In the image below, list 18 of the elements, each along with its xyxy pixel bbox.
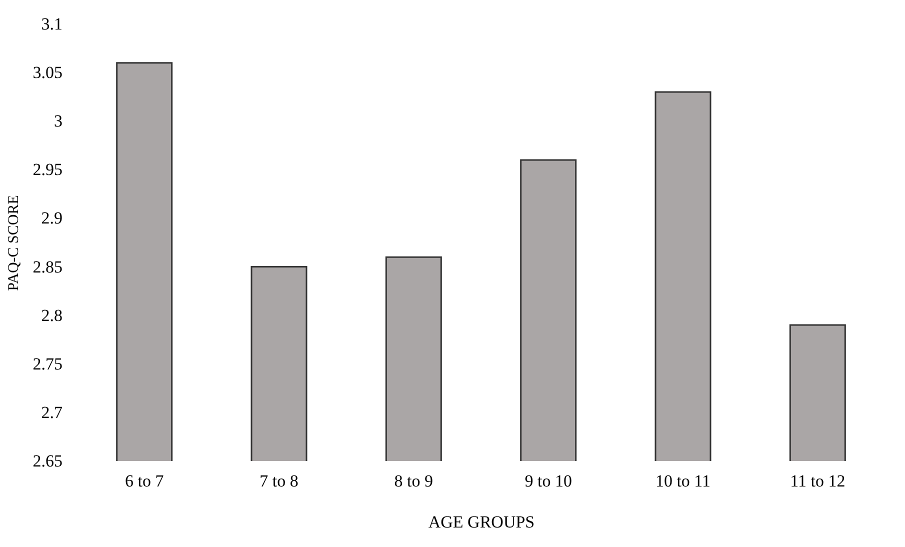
x-tick-label: 11 to 12 (790, 472, 846, 490)
y-tick-label: 2.85 (32, 257, 62, 276)
x-tick-label: 10 to 11 (655, 472, 711, 490)
x-tick-label: 9 to 10 (524, 472, 572, 490)
y-tick-label: 2.95 (32, 160, 62, 180)
y-tick-label: 3.1 (41, 14, 62, 34)
x-axis-title: AGE GROUPS (428, 512, 535, 532)
x-tick-label: 6 to 7 (124, 472, 164, 490)
x-tick-label: 8 to 9 (394, 472, 434, 490)
y-tick-label: 3.05 (32, 63, 62, 82)
x-tick-label: 7 to 8 (260, 472, 298, 490)
y-tick-label: 2.9 (41, 208, 62, 228)
y-axis-title: PAQ-C SCORE (6, 195, 22, 291)
y-tick-label: 2.8 (41, 306, 62, 325)
y-tick-label: 3 (54, 112, 62, 131)
y-tick-label: 2.65 (32, 452, 62, 470)
y-tick-label: 2.7 (41, 402, 63, 422)
y-tick-label: 2.75 (32, 354, 62, 374)
